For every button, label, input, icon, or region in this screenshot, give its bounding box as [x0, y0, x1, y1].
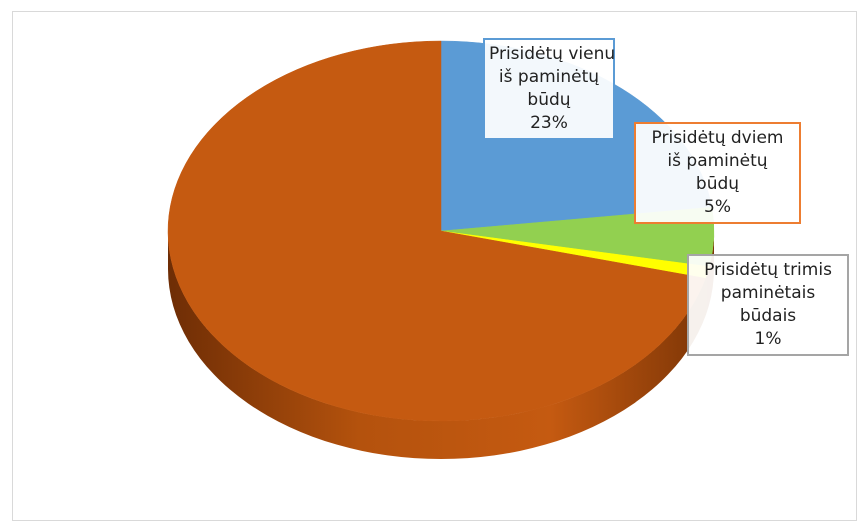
data-label-line: Prisidėtų trimis — [704, 260, 832, 280]
data-label-line: iš paminėtų — [498, 67, 600, 87]
data-label-three-ways: Prisidėtų trimis paminėtais būdais 1% — [687, 254, 849, 356]
data-label-line: paminėtais — [720, 283, 816, 303]
data-label-percent: 1% — [754, 329, 782, 349]
data-label-line: Prisidėtų dviem — [651, 128, 784, 148]
data-label-line: Prisidėtų vienu — [489, 44, 616, 64]
pie-side-wall — [168, 231, 714, 459]
data-label-percent: 5% — [704, 197, 731, 217]
data-label-line: būdais — [739, 306, 797, 326]
data-label-line: iš paminėtų — [667, 151, 768, 171]
data-label-line: būdų — [527, 90, 571, 110]
data-label-one-way: Prisidėtų vienu iš paminėtų būdų 23% — [483, 38, 615, 140]
data-label-percent: 23% — [530, 113, 568, 133]
data-label-two-ways: Prisidėtų dviem iš paminėtų būdų 5% — [634, 122, 801, 224]
pie-slice-3 — [167, 40, 706, 422]
data-label-line: būdų — [695, 174, 740, 194]
